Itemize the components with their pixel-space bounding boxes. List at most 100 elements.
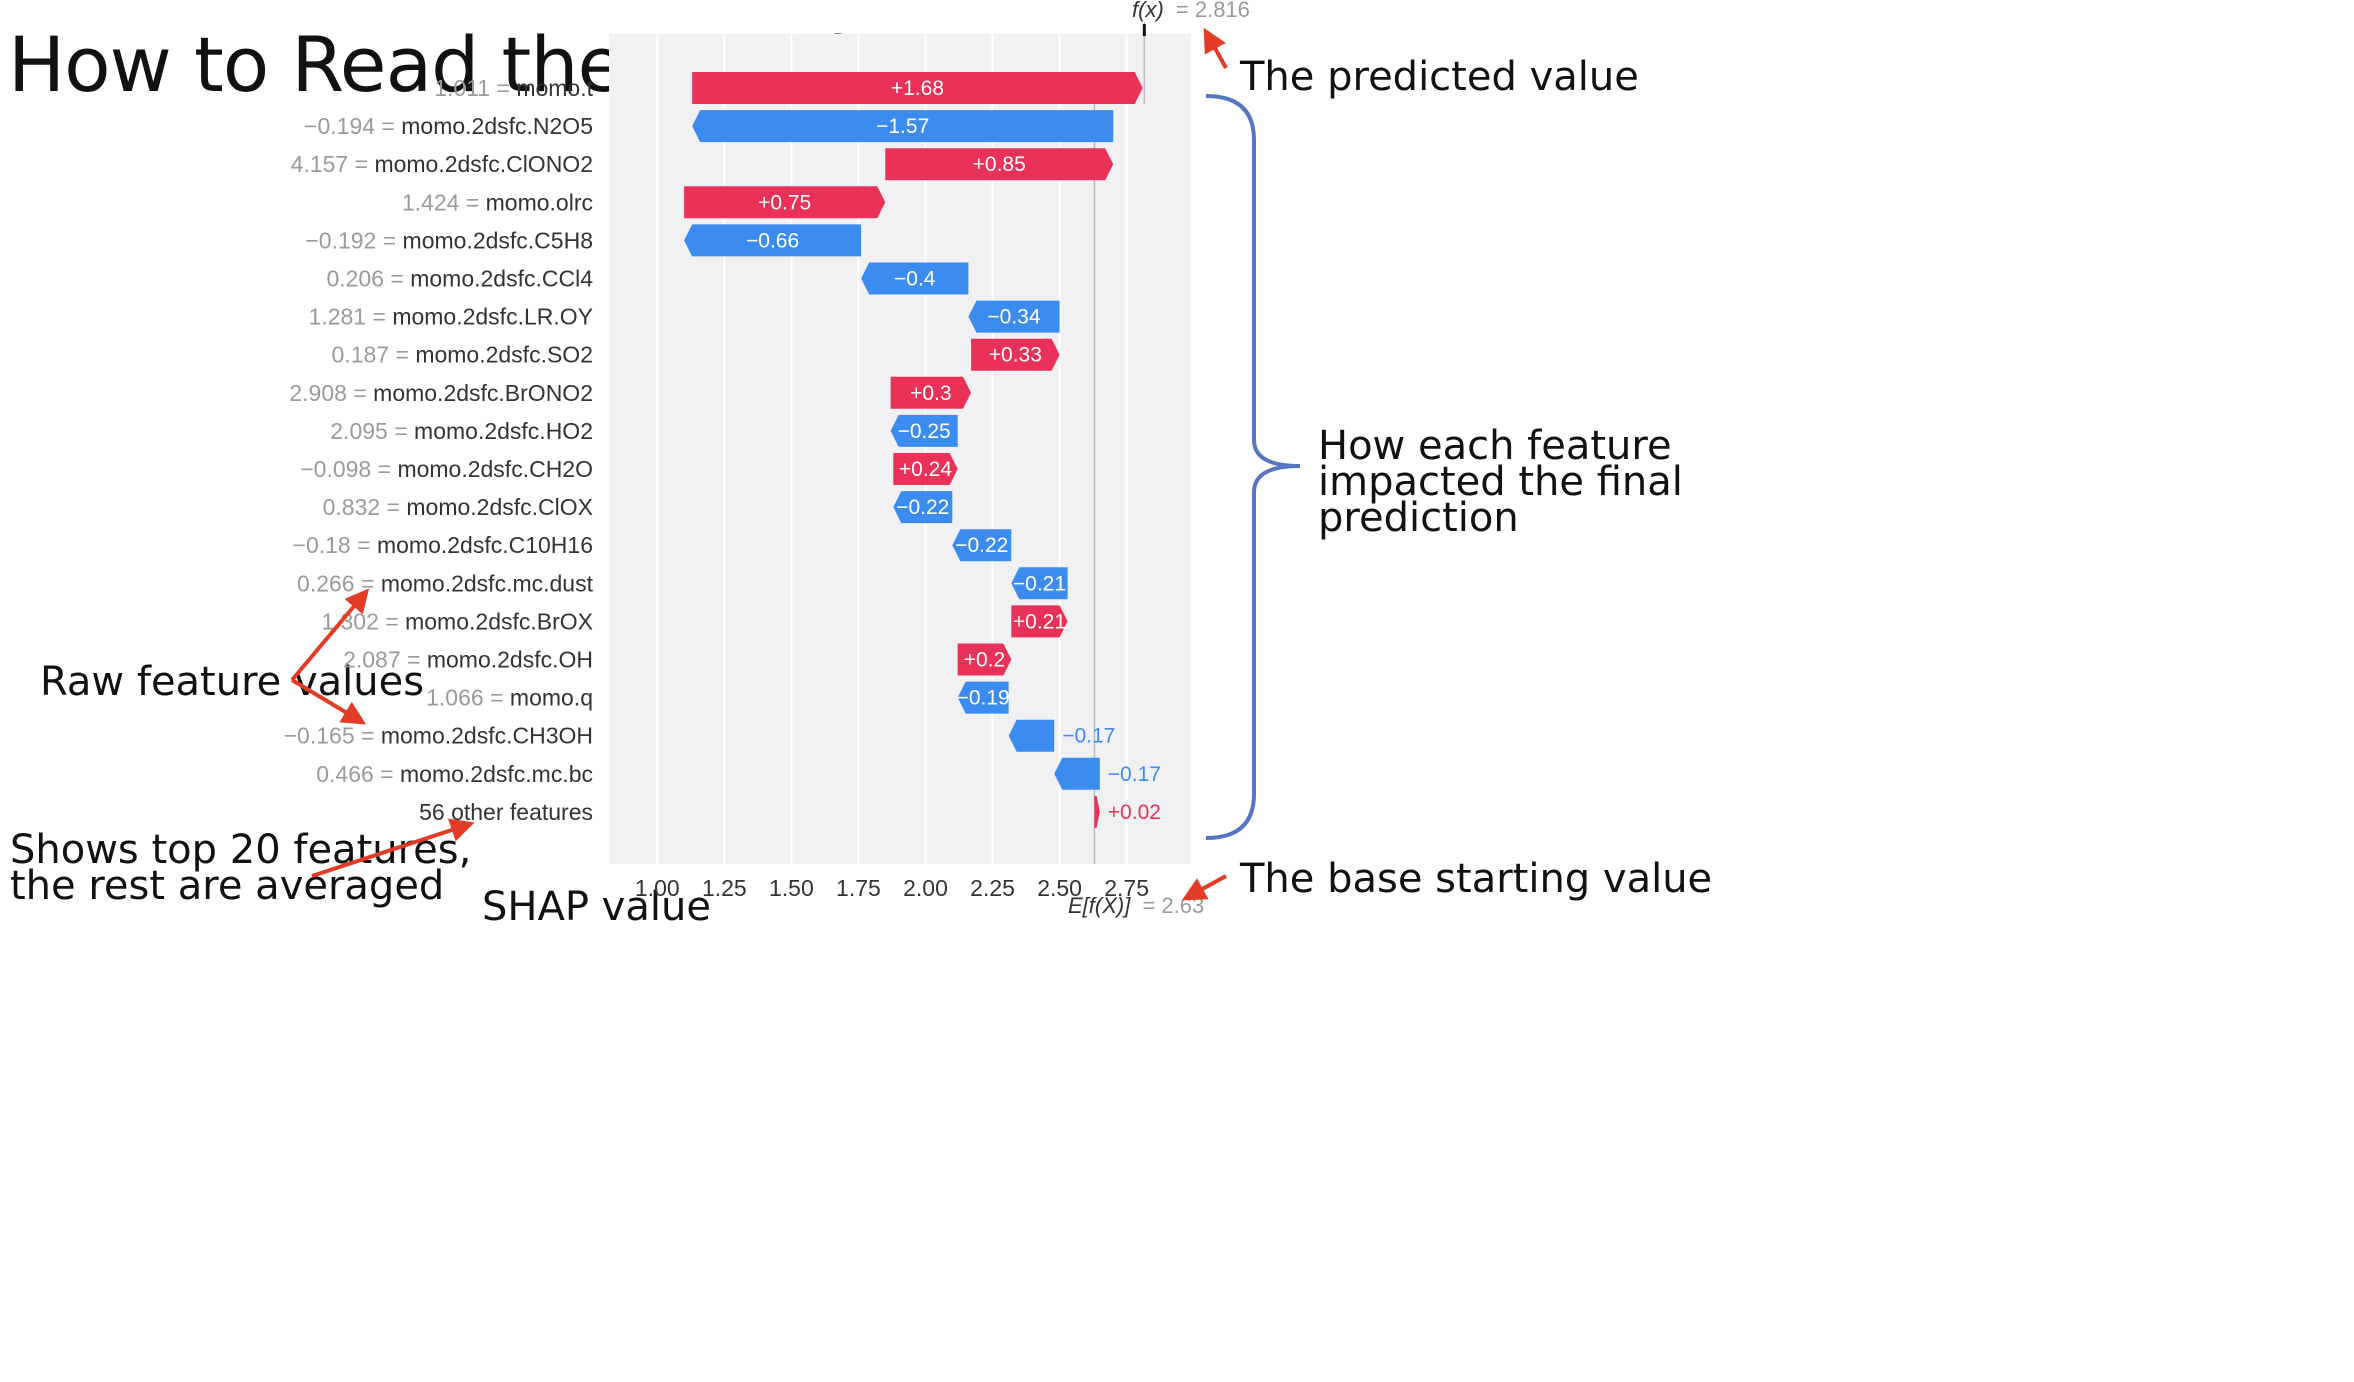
annotation-arrows [290, 27, 1228, 901]
feature-raw-value: 0.266 = [297, 570, 381, 596]
arrow-to-base-value [1181, 874, 1227, 901]
feature-row-label: −0.165 = momo.2dsfc.CH3OH [284, 723, 593, 749]
arrow-to-raw-value-upper [290, 588, 370, 682]
bars: +1.68 −1.57 +0.85 +0.75 −0.66 −0.4 −0.34 +0.33 +… [684, 72, 1161, 828]
waterfall-bar [890, 376, 972, 409]
feature-labels: 1.011 = momo.t −0.194 = momo.2dsfc.N2O5 4.… [284, 75, 594, 825]
callout-predicted-value: The predicted value [1240, 50, 1639, 104]
waterfall-bar [1054, 757, 1100, 790]
waterfall-bar [885, 148, 1114, 181]
waterfall-bar [971, 338, 1060, 371]
waterfall-bar [692, 72, 1143, 104]
x-tick-label: 1.00 [635, 875, 680, 901]
callout-impact-line-1: How each feature [1318, 423, 1672, 469]
feature-raw-value: −0.098 = [300, 456, 397, 482]
feature-name: momo.2dsfc.N2O5 [401, 113, 593, 139]
waterfall-bar [684, 224, 862, 257]
feature-row-label: 1.302 = momo.2dsfc.BrOX [321, 608, 593, 634]
feature-name: momo.olrc [486, 189, 593, 215]
waterfall-bar [1011, 567, 1068, 600]
feature-name: momo.2dsfc.BrONO2 [373, 380, 593, 406]
bar-value-label: +0.85 [973, 153, 1026, 176]
feature-row-label: 1.066 = momo.q [426, 685, 593, 711]
feature-row-label: 2.908 = momo.2dsfc.BrONO2 [289, 380, 593, 406]
feature-raw-value: 2.908 = [289, 380, 373, 406]
x-tick-label: 1.75 [836, 875, 881, 901]
feature-row-label: 4.157 = momo.2dsfc.ClONO2 [291, 151, 593, 177]
bar-value-label: +0.33 [989, 344, 1042, 367]
feature-raw-value: −0.165 = [284, 723, 381, 749]
bar-value-label: +0.24 [899, 458, 952, 481]
feature-name: momo.2dsfc.SO2 [415, 342, 593, 368]
feature-row-label: 0.206 = momo.2dsfc.CCl4 [326, 266, 593, 292]
x-tick-label: 2.00 [903, 875, 948, 901]
feature-raw-value: 2.095 = [330, 418, 414, 444]
feature-name: 56 other features [419, 799, 593, 825]
waterfall-bar [1011, 605, 1068, 638]
feature-raw-value: 1.424 = [402, 189, 486, 215]
x-tick-label: 1.25 [702, 875, 747, 901]
feature-name: momo.2dsfc.CH2O [397, 456, 593, 482]
feature-name: momo.2dsfc.HO2 [414, 418, 593, 444]
feature-row-label: 0.187 = momo.2dsfc.SO2 [332, 342, 593, 368]
fx-label: f(x) [1132, 0, 1164, 22]
feature-name: momo.2dsfc.ClONO2 [374, 151, 593, 177]
feature-raw-value: 0.187 = [332, 342, 416, 368]
feature-row-label: 1.424 = momo.olrc [402, 189, 593, 215]
feature-row-label: −0.098 = momo.2dsfc.CH2O [300, 456, 593, 482]
feature-row-label: −0.18 = momo.2dsfc.C10H16 [293, 532, 593, 558]
feature-raw-value: 4.157 = [291, 151, 375, 177]
callout-raw-feature-values: Raw feature values [40, 655, 424, 709]
fx-annotation: f(x) = 2.816 [1132, 0, 1250, 22]
feature-name: momo.2dsfc.BrOX [405, 608, 593, 634]
feature-name: momo.2dsfc.mc.dust [381, 570, 594, 596]
x-tick-label: 2.50 [1037, 875, 1082, 901]
waterfall-bar [890, 414, 958, 447]
feature-row-label: −0.194 = momo.2dsfc.N2O5 [304, 113, 593, 139]
bar-value-label: +0.02 [1108, 801, 1161, 824]
x-tick-label: 1.50 [769, 875, 814, 901]
waterfall-bar [893, 491, 953, 524]
waterfall-bar [893, 453, 958, 485]
feature-name: momo.2dsfc.CH3OH [381, 723, 593, 749]
arrow-to-other-features [311, 818, 475, 878]
bar-value-label: −0.22 [896, 496, 949, 519]
feature-raw-value: 0.466 = [316, 761, 400, 787]
feature-row-label: 56 other features [419, 799, 593, 825]
feature-row-label: 2.095 = momo.2dsfc.HO2 [330, 418, 593, 444]
bar-value-label: −1.57 [876, 115, 929, 138]
callout-base-value: The base starting value [1240, 852, 1712, 906]
callout-impact-line-3: prediction [1318, 495, 1519, 541]
waterfall-bar [1094, 795, 1100, 828]
bar-value-label: +0.3 [910, 382, 951, 405]
feature-raw-value: −0.18 = [293, 532, 377, 558]
x-ticks: 1.00 1.25 1.50 1.75 2.00 2.25 2.50 2.75 [635, 875, 1149, 901]
waterfall-bar [968, 300, 1060, 333]
feature-raw-value: 2.087 = [343, 647, 427, 673]
callout-feature-impact: How each feature impacted the final pred… [1318, 423, 1683, 541]
bar-value-label: +0.75 [758, 191, 811, 214]
waterfall-bar [957, 643, 1012, 676]
feature-name: momo.t [516, 75, 593, 101]
bar-value-label: −0.4 [894, 268, 936, 291]
feature-name: momo.q [510, 685, 593, 711]
bar-value-label: +0.2 [964, 649, 1005, 672]
bar-value-label: −0.19 [957, 687, 1010, 710]
feature-impact-brace [1205, 94, 1301, 840]
callout-impact-line-2: impacted the final [1318, 459, 1683, 505]
fx-value: = 2.816 [1176, 0, 1250, 22]
feature-name: momo.2dsfc.OH [427, 647, 593, 673]
waterfall-bar [1008, 719, 1055, 752]
feature-row-label: 2.087 = momo.2dsfc.OH [343, 647, 593, 673]
feature-raw-value: −0.192 = [305, 227, 402, 253]
feature-raw-value: 0.206 = [326, 266, 410, 292]
bar-value-label: −0.34 [987, 306, 1040, 329]
bar-value-label: −0.17 [1062, 725, 1115, 748]
waterfall-bar [957, 681, 1009, 714]
bar-value-label: −0.21 [1013, 572, 1066, 595]
arrow-to-predicted-value [1203, 27, 1228, 69]
x-tick-label: 2.75 [1104, 875, 1149, 901]
feature-row-label: 0.266 = momo.2dsfc.mc.dust [297, 570, 594, 596]
x-axis-title-text: SHAP value [482, 884, 711, 930]
